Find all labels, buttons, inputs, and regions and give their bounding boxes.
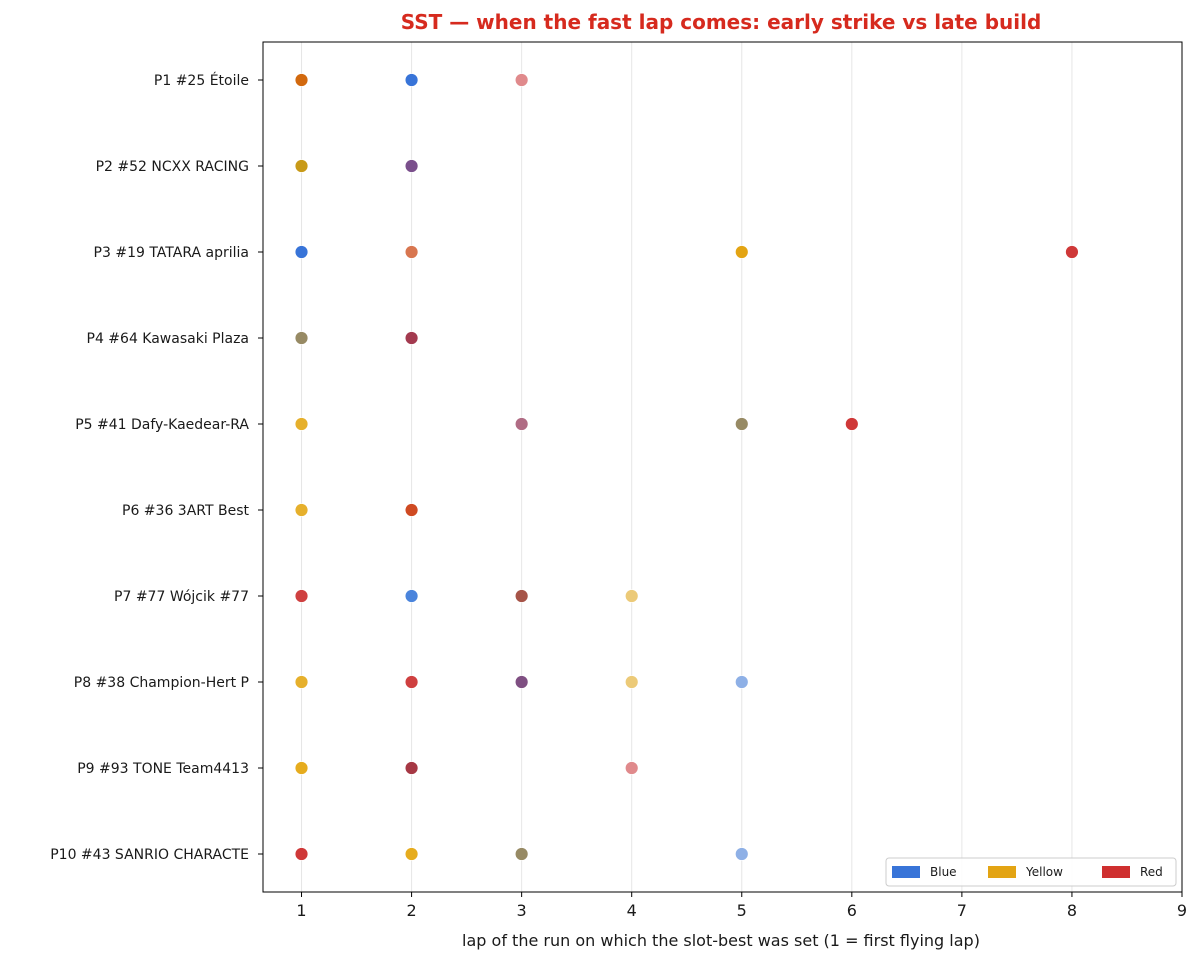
data-point (294, 417, 309, 431)
data-point (404, 331, 419, 345)
data-point (404, 73, 419, 87)
data-point (404, 675, 419, 689)
data-point (404, 847, 419, 861)
data-point (734, 245, 749, 259)
data-point (294, 847, 309, 861)
x-tick-label: 9 (1177, 901, 1187, 920)
x-tick-label: 8 (1067, 901, 1077, 920)
data-point (514, 417, 529, 431)
y-tick-label: P4 #64 Kawasaki Plaza (87, 331, 250, 347)
legend-label: Blue (930, 865, 957, 879)
y-axis-ticks: P1 #25 Étoile P2 #52 NCXX RACING P3 #19 TA… (50, 72, 263, 863)
legend-box (885, 857, 1177, 887)
legend-label: Yellow (1025, 865, 1063, 879)
data-point (734, 417, 749, 431)
data-point (294, 761, 309, 775)
data-point (514, 675, 529, 689)
y-tick-label: P10 #43 SANRIO CHARACTE (50, 847, 249, 863)
x-tick-label: 1 (296, 901, 306, 920)
data-point (294, 589, 309, 603)
data-point (404, 503, 419, 517)
legend-swatch (892, 866, 920, 878)
data-point (734, 847, 749, 861)
x-tick-label: 2 (406, 901, 416, 920)
x-tick-label: 5 (737, 901, 747, 920)
data-point (294, 675, 309, 689)
data-points (294, 73, 1079, 861)
chart-title: SST — when the fast lap comes: early str… (401, 10, 1042, 34)
y-tick-label: P2 #52 NCXX RACING (96, 159, 249, 175)
data-point (514, 847, 529, 861)
x-tick-label: 7 (957, 901, 967, 920)
data-point (404, 245, 419, 259)
y-tick-label: P5 #41 Dafy-Kaedear-RA (75, 417, 249, 433)
y-tick-label: P1 #25 Étoile (154, 72, 249, 89)
data-point (514, 73, 529, 87)
x-axis-label: lap of the run on which the slot-best wa… (462, 931, 980, 950)
legend: Blue Yellow Red (885, 857, 1177, 887)
data-point (1065, 245, 1079, 259)
y-tick-label: P9 #93 TONE Team4413 (77, 761, 249, 777)
x-tick-label: 4 (627, 901, 637, 920)
legend-label: Red (1140, 865, 1163, 879)
data-point (294, 159, 309, 173)
y-tick-label: P8 #38 Champion-Hert P (74, 675, 249, 691)
data-point (624, 761, 639, 775)
data-point (294, 331, 309, 345)
data-point (404, 761, 419, 775)
data-point (294, 73, 309, 87)
data-point (404, 589, 419, 603)
data-point (294, 245, 309, 259)
legend-swatch (988, 866, 1016, 878)
data-point (404, 159, 419, 173)
data-point (624, 675, 639, 689)
y-tick-label: P3 #19 TATARA aprilia (94, 245, 249, 261)
data-point (624, 589, 639, 603)
data-point (514, 589, 529, 603)
y-tick-label: P6 #36 3ART Best (122, 503, 250, 519)
y-tick-label: P7 #77 Wójcik #77 (114, 589, 249, 605)
data-point (294, 503, 309, 517)
x-tick-label: 3 (517, 901, 527, 920)
legend-swatch (1102, 866, 1130, 878)
plot-frame (262, 41, 1183, 893)
grid-lines (301, 42, 1073, 892)
data-point (734, 675, 749, 689)
data-point (844, 417, 859, 431)
x-tick-label: 6 (847, 901, 857, 920)
x-axis-ticks: 1 2 3 4 5 6 7 8 9 (296, 892, 1187, 920)
